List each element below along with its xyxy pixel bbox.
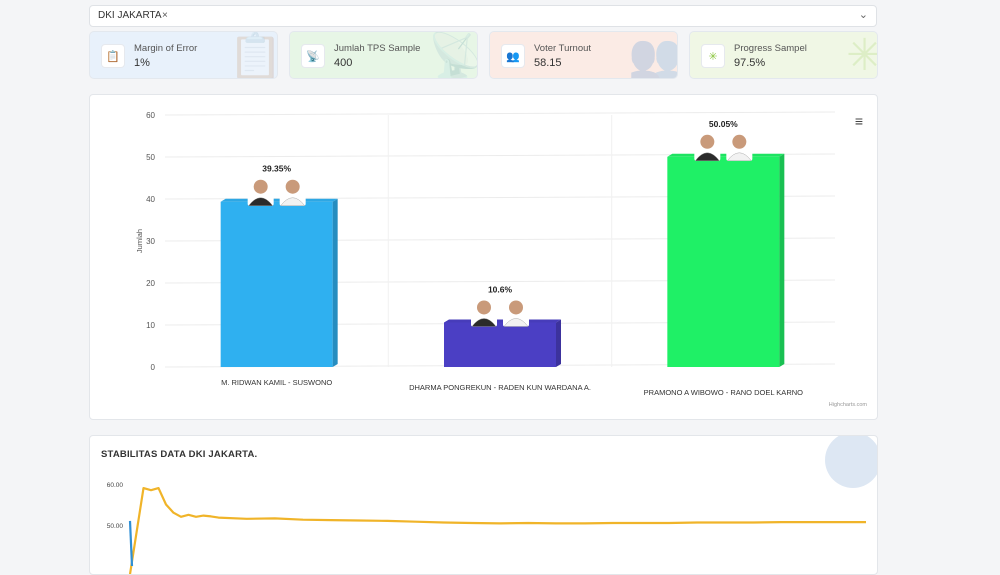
candidate-shirt-icon	[248, 197, 274, 206]
chevron-down-icon[interactable]: ⌄	[858, 9, 868, 21]
card-value: 400	[334, 57, 353, 69]
grid-line	[164, 111, 836, 116]
stability-chart-title: STABILITAS DATA DKI JAKARTA.	[101, 449, 258, 460]
card-value: 97.5%	[734, 57, 766, 69]
y-tick-label: 50.00	[107, 523, 124, 530]
chart-credits[interactable]: Highcharts.com	[828, 402, 867, 408]
y-tick-label: 0	[151, 363, 156, 372]
y-tick-label: 20	[146, 279, 155, 288]
bar-1	[220, 201, 333, 367]
clipboard-icon: 📋	[101, 44, 125, 68]
chart-menu-icon[interactable]: ≡	[854, 113, 863, 129]
spinner-deco-icon: ✳	[846, 32, 877, 78]
candidate-shirt-icon	[280, 197, 306, 206]
card-label: Progress Sampel	[734, 43, 807, 54]
category-label: DHARMA PONGREKUN - RADEN KUN WARDANA A.	[409, 383, 591, 392]
bar-3	[667, 156, 780, 367]
bar-top-2	[444, 319, 561, 323]
series-line-1	[128, 486, 866, 574]
card-label: Voter Turnout	[534, 43, 592, 54]
data-label: 39.35%	[262, 164, 291, 174]
stability-line-chart: 60.00 50.00	[107, 482, 866, 574]
progress-sampel-card: ✳ Progress Sampel 97.5% ✳	[689, 31, 878, 79]
candidate-shirt-icon	[726, 152, 752, 161]
clipboard-deco-icon: 📋	[228, 32, 278, 79]
y-tick-label: 60	[146, 111, 155, 120]
candidate-shirt-icon	[503, 318, 529, 327]
numbers-deco-icon	[825, 436, 877, 488]
people-deco-icon: 👥	[628, 32, 678, 79]
y-tick-label: 60.00	[107, 482, 124, 489]
bar-top-3	[667, 153, 785, 157]
data-label: 10.6%	[488, 284, 513, 294]
region-filter-select[interactable]: DKI JAKARTA × ⌄	[89, 5, 877, 27]
bar-side-1	[332, 198, 338, 367]
y-tick-label: 10	[146, 321, 155, 330]
candidate-face-icon	[285, 179, 300, 194]
remove-tag-icon[interactable]: ×	[162, 10, 168, 21]
card-value: 58.15	[534, 57, 562, 69]
y-axis-label: Jumlah	[135, 229, 144, 253]
margin-of-error-card: 📋 Margin of Error 1% 📋	[89, 31, 278, 79]
data-label: 50.05%	[709, 119, 738, 129]
tps-sample-card: 📡 Jumlah TPS Sample 400 📡	[289, 31, 478, 79]
stability-line-chart-panel: STABILITAS DATA DKI JAKARTA. 60.00 50.00	[89, 435, 878, 575]
bar-side-3	[779, 153, 785, 367]
people-icon: 👥	[501, 44, 525, 68]
candidate-face-icon	[700, 134, 715, 149]
candidate-shirt-icon	[694, 152, 720, 161]
category-label: M. RIDWAN KAMIL - SUSWONO	[221, 378, 332, 387]
card-value: 1%	[134, 57, 150, 69]
selected-region-tag: DKI JAKARTA	[98, 10, 162, 21]
candidate-face-icon	[477, 300, 491, 315]
y-tick-label: 40	[146, 195, 155, 204]
y-tick-label: 30	[146, 237, 155, 246]
spinner-icon: ✳	[701, 44, 725, 68]
candidate-face-icon	[253, 179, 268, 194]
series-line-2	[128, 520, 134, 567]
vote-bar-chart: 0 10 20 30 40 50 60 Jumlah 39.35% M. RIDWAN KAMIL…	[135, 111, 836, 397]
card-label: Margin of Error	[134, 43, 198, 54]
y-tick-label: 50	[146, 153, 155, 162]
bar-top-1	[220, 198, 338, 202]
category-label: PRAMONO A WIBOWO - RANO DOEL KARNO	[644, 388, 803, 397]
candidate-shirt-icon	[471, 318, 497, 327]
bar-side-2	[556, 319, 561, 367]
voter-turnout-card: 👥 Voter Turnout 58.15 👥	[489, 31, 678, 79]
vote-bar-chart-panel: 0 10 20 30 40 50 60 Jumlah 39.35% M. RIDWAN KAMIL…	[89, 94, 878, 420]
candidate-face-icon	[509, 300, 523, 315]
card-label: Jumlah TPS Sample	[334, 43, 421, 54]
broadcast-icon: 📡	[301, 44, 325, 68]
bar-2	[444, 322, 556, 367]
candidate-face-icon	[732, 134, 747, 149]
broadcast-deco-icon: 📡	[428, 32, 478, 79]
